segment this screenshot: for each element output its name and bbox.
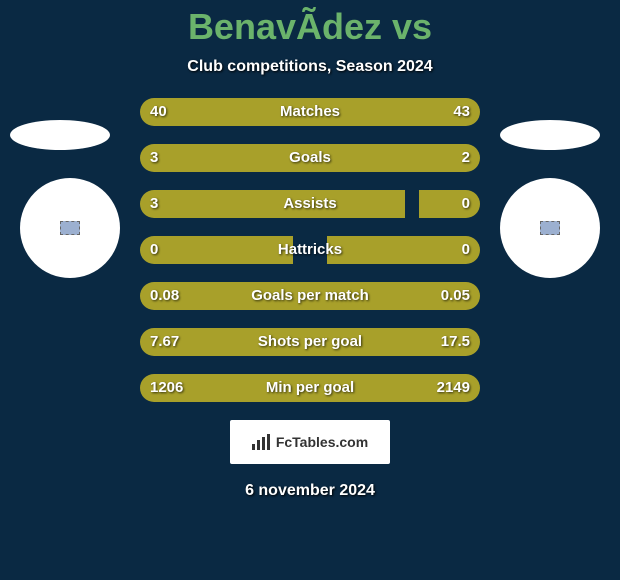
stat-row: Shots per goal7.67 17.5 bbox=[140, 328, 480, 356]
stat-value-right: 0 bbox=[462, 190, 470, 218]
stat-value-left: 1206 bbox=[150, 374, 183, 402]
stat-row: Goals per match0.08 0.05 bbox=[140, 282, 480, 310]
stat-value-left: 3 bbox=[150, 190, 158, 218]
player-left-graphic bbox=[10, 120, 120, 278]
flag-icon bbox=[60, 221, 80, 235]
snapshot-date: 6 november 2024 bbox=[0, 482, 620, 500]
player-right-graphic bbox=[500, 120, 610, 278]
stat-row: Matches40 43 bbox=[140, 98, 480, 126]
stat-label: Goals per match bbox=[140, 282, 480, 310]
stat-value-left: 3 bbox=[150, 144, 158, 172]
player-left-flag-circle bbox=[20, 178, 120, 278]
comparison-title: BenavÃ­dez vs bbox=[0, 0, 620, 48]
stat-row: Goals3 2 bbox=[140, 144, 480, 172]
player-right-head-ellipse bbox=[500, 120, 600, 150]
stat-row: Assists3 0 bbox=[140, 190, 480, 218]
logo-text: FcTables.com bbox=[276, 434, 368, 450]
stats-container: Matches4043Goals32Assists30Hattricks00Go… bbox=[140, 98, 480, 402]
stat-label: Hattricks bbox=[140, 236, 480, 264]
flag-icon bbox=[540, 221, 560, 235]
stat-value-right: 17.5 bbox=[441, 328, 470, 356]
stat-label: Assists bbox=[140, 190, 480, 218]
chart-icon bbox=[252, 434, 272, 450]
player-left-head-ellipse bbox=[10, 120, 110, 150]
stat-label: Shots per goal bbox=[140, 328, 480, 356]
stat-value-right: 2149 bbox=[437, 374, 470, 402]
stat-value-left: 0 bbox=[150, 236, 158, 264]
stat-value-left: 40 bbox=[150, 98, 167, 126]
stat-value-right: 43 bbox=[453, 98, 470, 126]
stat-value-right: 0.05 bbox=[441, 282, 470, 310]
player-right-flag-circle bbox=[500, 178, 600, 278]
stat-value-left: 7.67 bbox=[150, 328, 179, 356]
fctables-logo[interactable]: FcTables.com bbox=[230, 420, 390, 464]
stat-label: Goals bbox=[140, 144, 480, 172]
stat-value-left: 0.08 bbox=[150, 282, 179, 310]
comparison-subtitle: Club competitions, Season 2024 bbox=[0, 58, 620, 76]
stat-row: Min per goal1206 2149 bbox=[140, 374, 480, 402]
stat-label: Min per goal bbox=[140, 374, 480, 402]
stat-label: Matches bbox=[140, 98, 480, 126]
stat-row: Hattricks0 0 bbox=[140, 236, 480, 264]
stat-value-right: 2 bbox=[462, 144, 470, 172]
stat-value-right: 0 bbox=[462, 236, 470, 264]
